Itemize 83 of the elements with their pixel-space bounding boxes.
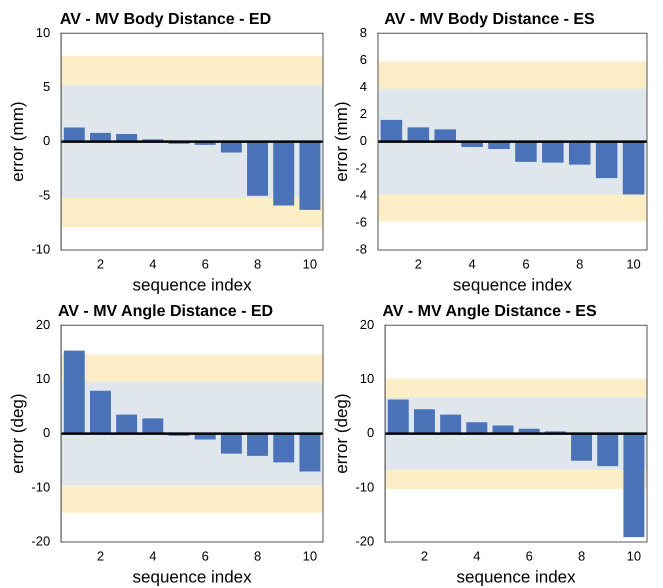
x-tick-label: 10 [626,548,642,564]
bar [571,434,592,461]
bar [64,350,85,434]
y-tick-label: 6 [360,52,367,67]
x-axis-title: sequence index [132,567,252,586]
y-tick-label: 2 [360,106,367,122]
y-tick-label: 0 [42,425,50,440]
bar [299,434,320,472]
bar [380,120,402,142]
bar [142,418,164,434]
bar [273,142,294,206]
bar [64,128,85,142]
y-tick-label: -5 [38,187,50,202]
y-axis-title: error (mm) [332,101,351,182]
y-tick-label: -6 [355,214,367,230]
chart-title: AV - MV Body Distance - ED [60,11,272,28]
bar [408,127,430,142]
bar [434,129,456,142]
bar [596,142,618,178]
y-tick-label: 10 [360,370,374,386]
bar [466,422,488,434]
bar [220,434,242,454]
y-tick-label: -10 [31,479,50,494]
bar [597,434,618,466]
x-tick-label: 8 [254,548,262,564]
bar [247,434,268,456]
x-tick-label: 4 [149,548,156,564]
chart-title: AV - MV Body Distance - ES [384,11,596,28]
x-axis-title: sequence index [456,567,576,586]
bar [542,142,564,163]
y-tick-label: 8 [360,24,367,40]
y-axis-title: error (deg) [332,393,351,474]
y-tick-label: 4 [360,78,367,94]
x-tick-label: 8 [578,548,586,564]
x-tick-label: 2 [414,256,422,272]
x-tick-label: 4 [473,548,480,564]
y-axis-title: error (mm) [8,101,27,182]
chart-title: AV - MV Angle Distance - ES [382,303,597,320]
bar [273,434,294,462]
y-tick-label: -10 [31,242,50,257]
y-tick-label: -2 [355,160,367,176]
x-tick-label: 4 [468,256,476,272]
y-tick-label: -20 [355,534,374,549]
y-axis-title: error (deg) [8,393,27,474]
x-tick-label: 6 [202,548,209,564]
bar [116,414,138,434]
y-tick-label: 10 [36,24,50,40]
y-tick-label: 10 [36,370,50,386]
y-tick-label: 0 [366,425,374,440]
bar [622,142,644,194]
y-tick-label: -20 [31,534,50,549]
bar [515,142,537,162]
x-tick-label: 10 [302,256,318,272]
x-tick-label: 6 [202,256,209,272]
x-tick-label: 8 [576,256,584,272]
y-tick-label: -10 [355,479,374,494]
x-tick-label: 2 [96,548,104,564]
y-tick-label: 20 [360,316,374,332]
y-tick-label: -4 [355,187,367,202]
x-tick-label: 6 [522,256,530,272]
y-tick-label: 5 [42,78,50,94]
y-tick-label: 0 [42,133,50,148]
bar [568,142,590,165]
y-tick-label: 0 [360,133,367,148]
bar [414,409,435,434]
bar [388,399,409,434]
bar [299,142,320,210]
bar [90,390,111,434]
x-tick-label: 2 [96,256,104,272]
chart-title: AV - MV Angle Distance - ED [58,303,274,320]
y-tick-label: -8 [355,242,367,257]
x-tick-label: 4 [149,256,156,272]
x-tick-label: 2 [420,548,428,564]
x-tick-label: 8 [254,256,262,272]
x-axis-title: sequence index [452,275,573,294]
bar [440,414,462,434]
bar [247,142,268,196]
bar [623,434,644,538]
x-tick-label: 10 [626,256,641,272]
x-tick-label: 10 [302,548,318,564]
x-axis-title: sequence index [132,275,252,294]
y-tick-label: 20 [36,316,50,332]
x-tick-label: 6 [526,548,533,564]
